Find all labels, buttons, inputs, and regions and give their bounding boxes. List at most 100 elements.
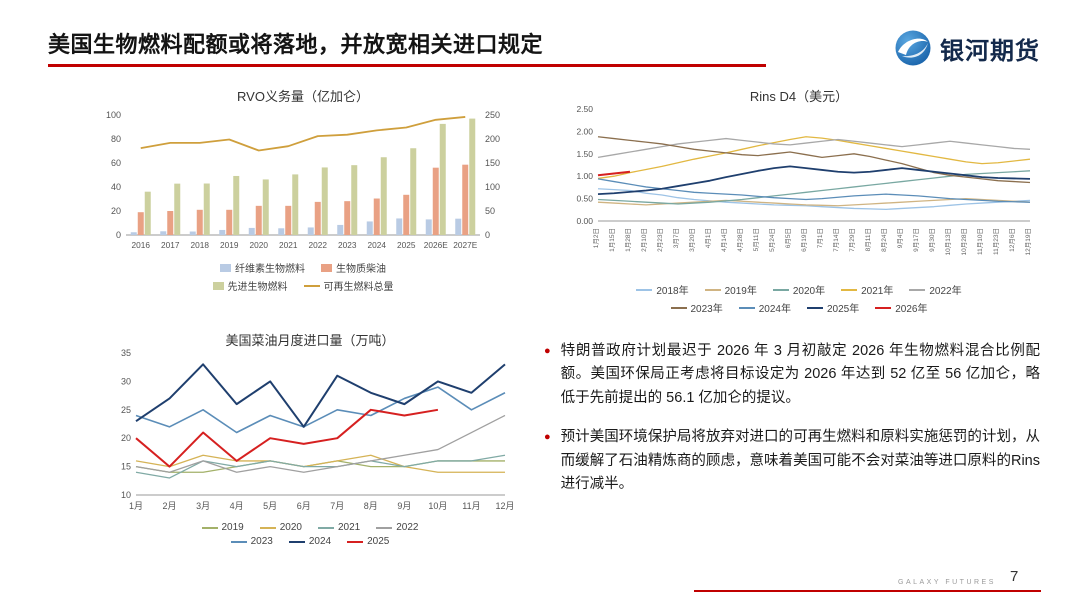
svg-text:5月: 5月 bbox=[263, 501, 277, 511]
svg-text:1月2日: 1月2日 bbox=[592, 228, 600, 248]
legend-item: 2019年 bbox=[704, 282, 757, 297]
svg-text:2020: 2020 bbox=[250, 240, 269, 250]
svg-text:2023: 2023 bbox=[338, 240, 357, 250]
legend-swatch bbox=[670, 306, 687, 309]
legend-swatch bbox=[259, 526, 276, 529]
svg-text:35: 35 bbox=[121, 348, 131, 358]
legend-label: 2020 bbox=[279, 522, 302, 533]
svg-text:8月: 8月 bbox=[364, 501, 378, 511]
svg-text:7月14日: 7月14日 bbox=[832, 228, 840, 252]
svg-text:7月1日: 7月1日 bbox=[816, 228, 824, 248]
rins-d4-chart-legend: 2018年 2019年 2020年 2021年 2022年 2023年 2024年 2025年… bbox=[556, 282, 1042, 315]
legend-row: 2023年 2024年 2025年 2026年 bbox=[670, 300, 928, 315]
svg-text:10月28日: 10月28日 bbox=[960, 228, 968, 255]
svg-text:2.00: 2.00 bbox=[576, 126, 593, 136]
svg-text:20: 20 bbox=[121, 433, 131, 443]
svg-text:8月24日: 8月24日 bbox=[880, 228, 888, 252]
svg-text:4月14日: 4月14日 bbox=[720, 228, 728, 252]
svg-text:10: 10 bbox=[121, 490, 131, 500]
legend-label: 2023 bbox=[250, 536, 273, 547]
legend-swatch bbox=[220, 263, 231, 272]
svg-text:0: 0 bbox=[485, 230, 490, 240]
rins-d4-chart: Rins D4（美元） 0.00 0.50 1.00 1.50 2.00 2.50 1月2日… bbox=[556, 86, 1042, 315]
svg-text:2016: 2016 bbox=[132, 240, 151, 250]
svg-text:5月24日: 5月24日 bbox=[768, 228, 776, 252]
legend-label: 2024年 bbox=[758, 304, 791, 315]
svg-text:1月: 1月 bbox=[129, 501, 143, 511]
legend-item: 2022 bbox=[376, 522, 419, 533]
legend-item: 2025年 bbox=[807, 300, 859, 315]
legend-row: 2018年 2019年 2020年 2021年 2022年 bbox=[636, 282, 962, 297]
svg-text:1月28日: 1月28日 bbox=[624, 228, 632, 252]
svg-text:9月30日: 9月30日 bbox=[928, 228, 936, 252]
svg-text:4月: 4月 bbox=[230, 501, 244, 511]
rapeseed-oil-imports-chart-legend: 2019 2020 2021 2022 2023 2024 2025 bbox=[100, 522, 520, 547]
brand-name: 银河期货 bbox=[940, 37, 1040, 65]
svg-text:2025: 2025 bbox=[397, 240, 416, 250]
svg-text:50: 50 bbox=[485, 206, 495, 216]
rapeseed-oil-imports-chart-plot: 10 15 20 25 30 35 1月 2月 3月 4月 5月 6月 7月 8月 9月 10月 11月 12月 bbox=[121, 348, 515, 511]
legend-row: 先进生物燃料 可再生燃料总量 bbox=[212, 278, 394, 293]
svg-text:10月13日: 10月13日 bbox=[944, 228, 952, 255]
svg-text:12月: 12月 bbox=[495, 501, 514, 511]
legend-label: 2022 bbox=[396, 522, 419, 533]
legend-item: 2023年 bbox=[670, 300, 723, 315]
legend-label: 可再生燃料总量 bbox=[323, 282, 394, 293]
legend-item: 可再生燃料总量 bbox=[303, 278, 394, 293]
legend-swatch bbox=[321, 263, 332, 272]
svg-text:9月4日: 9月4日 bbox=[896, 228, 904, 248]
legend-item: 2020年 bbox=[772, 282, 825, 297]
legend-label: 2022年 bbox=[929, 286, 962, 297]
svg-text:40: 40 bbox=[111, 182, 121, 192]
svg-text:9月17日: 9月17日 bbox=[912, 228, 920, 252]
svg-text:12月6日: 12月6日 bbox=[1008, 228, 1016, 252]
legend-label: 生物质柴油 bbox=[336, 264, 386, 275]
bullet-text: 预计美国环境保护局将放弃对进口的可再生燃料和原料实施惩罚的计划，从而缓解了石油精… bbox=[560, 429, 1040, 493]
svg-text:6月: 6月 bbox=[297, 501, 311, 511]
legend-label: 2025年 bbox=[827, 304, 860, 315]
svg-text:3月: 3月 bbox=[196, 501, 210, 511]
svg-text:250: 250 bbox=[485, 110, 500, 120]
legend-swatch bbox=[772, 288, 789, 291]
svg-text:0.00: 0.00 bbox=[576, 216, 593, 226]
svg-text:60: 60 bbox=[111, 158, 121, 168]
legend-swatch bbox=[704, 288, 721, 291]
svg-text:100: 100 bbox=[106, 110, 121, 120]
svg-text:12月19日: 12月19日 bbox=[1024, 228, 1032, 255]
rapeseed-oil-imports-chart-title: 美国菜油月度进口量（万吨） bbox=[225, 333, 395, 348]
bullet-marker: ● bbox=[544, 345, 551, 357]
svg-text:6月19日: 6月19日 bbox=[800, 228, 808, 252]
svg-text:5月11日: 5月11日 bbox=[752, 228, 760, 251]
legend-item: 2024年 bbox=[738, 300, 791, 315]
svg-text:8月11日: 8月11日 bbox=[864, 228, 872, 251]
page-title: 美国生物燃料配额或将落地，并放宽相关进口规定 bbox=[48, 32, 544, 57]
legend-item: 2018年 bbox=[636, 282, 689, 297]
legend-item: 生物质柴油 bbox=[321, 260, 386, 275]
svg-text:2月23日: 2月23日 bbox=[656, 228, 664, 252]
legend-swatch bbox=[807, 306, 823, 309]
legend-item: 2021 bbox=[318, 522, 360, 533]
legend-swatch bbox=[875, 306, 892, 309]
legend-label: 2019 bbox=[221, 522, 244, 533]
svg-text:11月23日: 11月23日 bbox=[992, 228, 1000, 255]
rvo-chart-title: RVO义务量（亿加仑） bbox=[237, 89, 369, 104]
rvo-chart: RVO义务量（亿加仑） 0 20 40 60 80 100 0 50 100 150 200 250 2… bbox=[88, 86, 518, 293]
rins-d4-chart-plot: 0.00 0.50 1.00 1.50 2.00 2.50 1月2日 1月15日 1月28日 2月… bbox=[576, 104, 1032, 255]
svg-text:2026E: 2026E bbox=[424, 240, 448, 250]
rvo-chart-legend: 纤维素生物燃料 生物质柴油 先进生物燃料 可再生燃料总量 bbox=[88, 260, 518, 293]
legend-label: 2026年 bbox=[895, 304, 928, 315]
legend-swatch bbox=[201, 526, 218, 529]
svg-text:9月: 9月 bbox=[397, 501, 411, 511]
rvo-chart-plot: 0 20 40 60 80 100 0 50 100 150 200 250 2016 2017 2018 2… bbox=[106, 110, 500, 250]
legend-swatch bbox=[738, 306, 755, 309]
legend-item: 2023 bbox=[230, 536, 273, 547]
legend-label: 2023年 bbox=[690, 304, 723, 315]
legend-label: 2021年 bbox=[861, 286, 894, 297]
svg-text:11月10日: 11月10日 bbox=[976, 228, 984, 255]
svg-text:2022: 2022 bbox=[309, 240, 328, 250]
svg-text:2021: 2021 bbox=[279, 240, 298, 250]
svg-text:100: 100 bbox=[485, 182, 500, 192]
legend-swatch bbox=[347, 540, 364, 543]
svg-text:2.50: 2.50 bbox=[576, 104, 593, 114]
